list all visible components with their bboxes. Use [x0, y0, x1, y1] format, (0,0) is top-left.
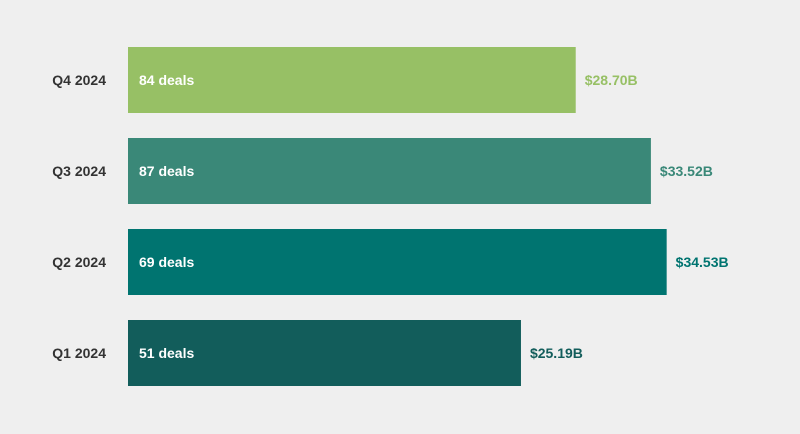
bar	[128, 229, 667, 295]
deal-count-label: 69 deals	[139, 254, 194, 270]
category-label: Q1 2024	[52, 345, 106, 361]
deal-count-label: 51 deals	[139, 345, 194, 361]
category-label: Q3 2024	[52, 163, 106, 179]
value-label: $34.53B	[676, 254, 729, 270]
bar	[128, 320, 521, 386]
deal-count-label: 87 deals	[139, 163, 194, 179]
bar	[128, 138, 651, 204]
category-label: Q4 2024	[52, 72, 106, 88]
value-label: $28.70B	[585, 72, 638, 88]
value-label: $33.52B	[660, 163, 713, 179]
bar	[128, 47, 576, 113]
category-label: Q2 2024	[52, 254, 106, 270]
deal-count-label: 84 deals	[139, 72, 194, 88]
value-label: $25.19B	[530, 345, 583, 361]
